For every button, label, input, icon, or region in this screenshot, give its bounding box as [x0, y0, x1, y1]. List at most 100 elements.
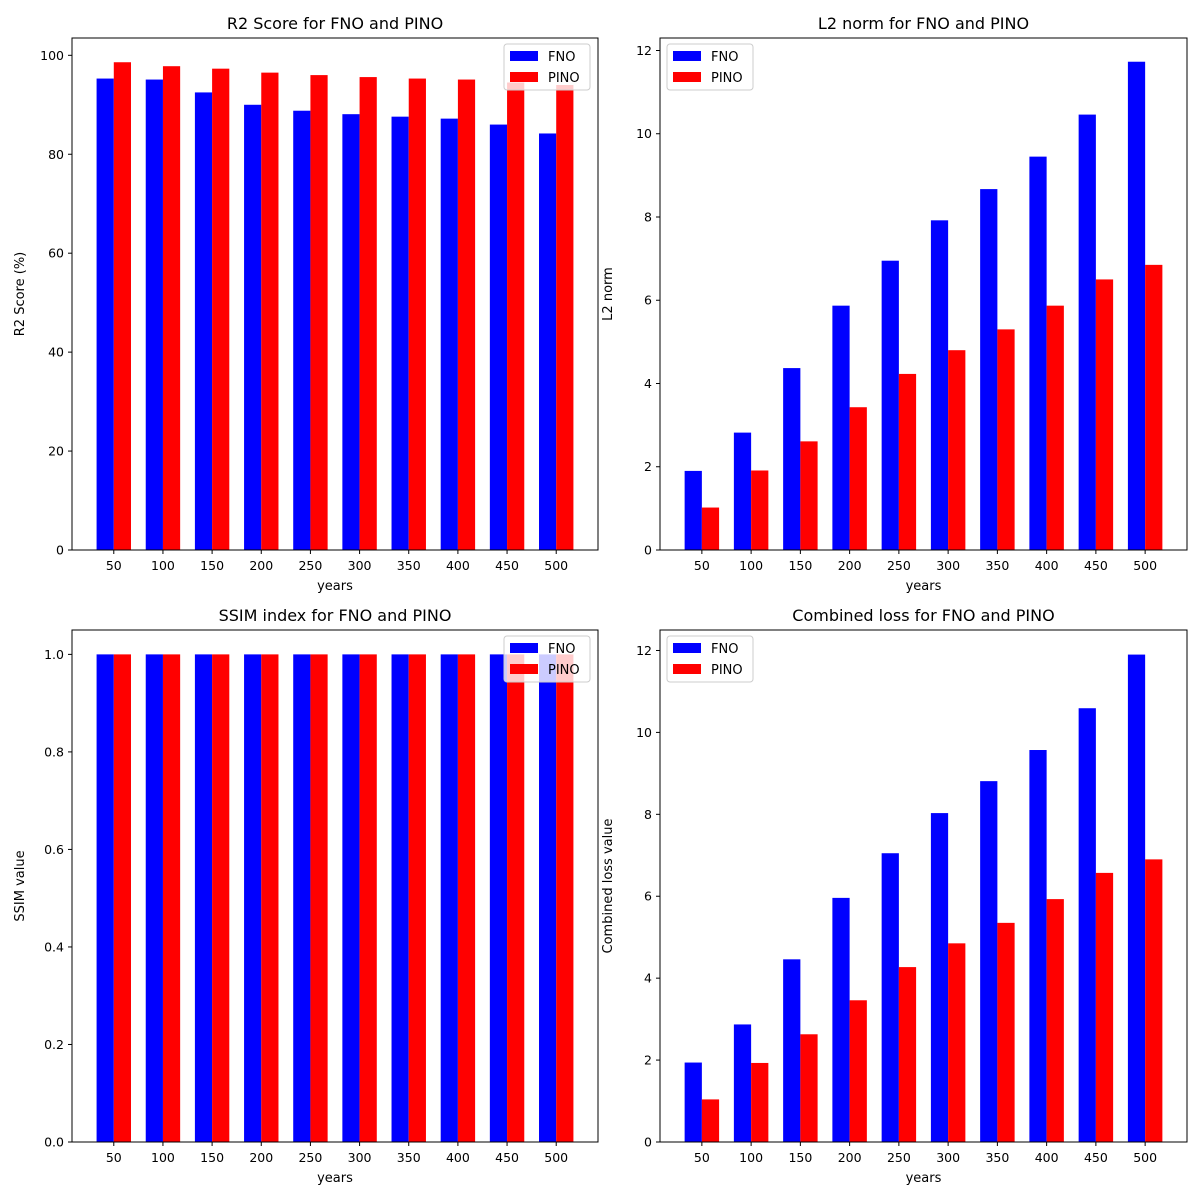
bar-pino-500	[1145, 859, 1163, 1142]
bar-pino-150	[800, 1034, 818, 1142]
y-tick-label: 6	[644, 293, 652, 308]
legend-label-pino: PINO	[711, 71, 743, 86]
x-tick-label: 200	[249, 558, 273, 573]
plot-frame	[71, 37, 599, 551]
bar-fno-200	[244, 654, 262, 1142]
chart-title: Combined loss for FNO and PINO	[792, 606, 1054, 625]
x-tick-label: 50	[106, 1150, 122, 1165]
x-tick-label: 250	[298, 558, 322, 573]
x-tick-label: 300	[348, 558, 372, 573]
bar-pino-400	[457, 654, 476, 1142]
legend-swatch-pino	[510, 72, 538, 82]
y-tick-label: 0.8	[44, 744, 64, 759]
legend: FNO PINO	[666, 43, 754, 91]
bar-fno-500	[1127, 654, 1146, 1142]
y-tick-label: 60	[48, 246, 64, 261]
bar-fno-350	[391, 654, 409, 1142]
bar-pino-350	[408, 654, 426, 1142]
x-axis-label: years	[317, 1171, 353, 1186]
legend-swatch-fno	[673, 643, 701, 653]
bar-fno-350	[391, 116, 409, 550]
bar-pino-400	[1046, 305, 1064, 550]
bar-pino-500	[1145, 264, 1163, 550]
bar-pino-350	[997, 922, 1015, 1142]
y-tick-label: 0	[644, 543, 652, 558]
bar-pino-300	[948, 943, 966, 1142]
legend-swatch-fno	[510, 51, 538, 61]
bar-pino-250	[310, 75, 328, 550]
chart-title: SSIM index for FNO and PINO	[219, 606, 452, 625]
bar-fno-300	[930, 813, 949, 1142]
bar-fno-150	[783, 959, 801, 1142]
bar-pino-500	[556, 654, 574, 1142]
bar-pino-200	[261, 72, 279, 550]
x-tick-label: 450	[1084, 1150, 1108, 1165]
bar-fno-500	[1127, 61, 1146, 550]
x-tick-label: 400	[446, 558, 470, 573]
bar-pino-150	[212, 68, 230, 551]
y-tick-label: 4	[644, 971, 652, 986]
bar-pino-250	[310, 654, 328, 1142]
y-tick-label: 6	[644, 889, 652, 904]
x-tick-label: 500	[1133, 558, 1157, 573]
y-tick-label: 20	[48, 444, 64, 459]
bar-fno-300	[342, 654, 360, 1142]
bar-fno-400	[1029, 750, 1047, 1142]
chart-panel-2: 50 100 150 200 250 300 350 400 450 500 0.0 0.2 0.4 0.…	[13, 606, 599, 1186]
x-tick-label: 50	[694, 1150, 710, 1165]
bar-pino-100	[162, 66, 181, 550]
x-tick-label: 200	[838, 1150, 862, 1165]
legend-label-fno: FNO	[711, 50, 738, 65]
x-tick-label: 450	[1084, 558, 1108, 573]
x-tick-label: 150	[788, 558, 812, 573]
bar-fno-200	[244, 104, 262, 550]
bar-fno-250	[881, 260, 899, 550]
bar-pino-300	[359, 77, 377, 550]
bar-pino-250	[898, 967, 917, 1142]
legend-swatch-fno	[673, 51, 701, 61]
bar-fno-50	[684, 1062, 702, 1142]
legend-swatch-pino	[510, 664, 538, 674]
x-tick-label: 150	[200, 558, 224, 573]
bar-pino-500	[556, 85, 574, 550]
bar-fno-200	[832, 897, 850, 1142]
bar-fno-400	[440, 118, 458, 550]
x-tick-label: 100	[739, 1150, 763, 1165]
x-axis-label: years	[906, 1171, 942, 1186]
bar-fno-250	[293, 654, 311, 1142]
y-tick-label: 4	[644, 376, 652, 391]
y-tick-label: 8	[644, 807, 652, 822]
x-tick-label: 500	[544, 558, 568, 573]
y-axis-label: L2 norm	[601, 267, 616, 321]
x-tick-label: 50	[694, 558, 710, 573]
bar-fno-100	[733, 1024, 752, 1142]
chart-title: R2 Score for FNO and PINO	[227, 14, 443, 33]
x-tick-label: 300	[348, 1150, 372, 1165]
legend-label-fno: FNO	[711, 642, 738, 657]
y-tick-label: 10	[636, 126, 652, 141]
bar-fno-450	[489, 124, 508, 550]
plot-frame	[659, 629, 1188, 1143]
x-tick-label: 150	[200, 1150, 224, 1165]
x-axis-label: years	[906, 579, 942, 594]
y-tick-label: 40	[48, 345, 64, 360]
x-axis-label: years	[317, 579, 353, 594]
x-tick-label: 250	[887, 558, 911, 573]
x-tick-label: 450	[495, 558, 519, 573]
bar-fno-500	[539, 133, 557, 550]
bar-fno-100	[145, 654, 163, 1142]
bar-pino-100	[751, 1062, 769, 1142]
x-tick-label: 400	[1035, 1150, 1059, 1165]
bar-fno-250	[293, 110, 311, 550]
y-tick-label: 2	[644, 1053, 652, 1068]
bar-fno-150	[783, 368, 801, 550]
chart-panel-3: 50 100 150 200 250 300 350 400 450 500 0 2 4 6 8 10 12 Co…	[601, 606, 1188, 1186]
legend: FNO PINO	[503, 43, 591, 91]
x-tick-label: 250	[298, 1150, 322, 1165]
y-tick-label: 0.4	[44, 939, 64, 954]
plot-frame	[659, 37, 1188, 551]
legend-label-pino: PINO	[548, 71, 580, 86]
bar-pino-400	[457, 79, 476, 551]
y-axis-label: SSIM value	[13, 850, 28, 921]
